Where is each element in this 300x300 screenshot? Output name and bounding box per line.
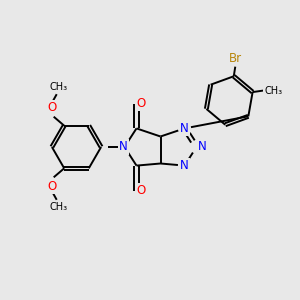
Text: CH₃: CH₃ [49,82,67,92]
Text: CH₃: CH₃ [265,85,283,96]
Text: N: N [180,122,189,135]
Text: O: O [136,184,146,197]
Text: N: N [197,140,206,154]
Text: O: O [48,101,57,114]
Text: Br: Br [229,52,242,65]
Text: O: O [136,97,146,110]
Text: N: N [119,140,128,154]
Text: CH₃: CH₃ [49,202,67,212]
Text: N: N [180,159,189,172]
Text: O: O [48,180,57,193]
